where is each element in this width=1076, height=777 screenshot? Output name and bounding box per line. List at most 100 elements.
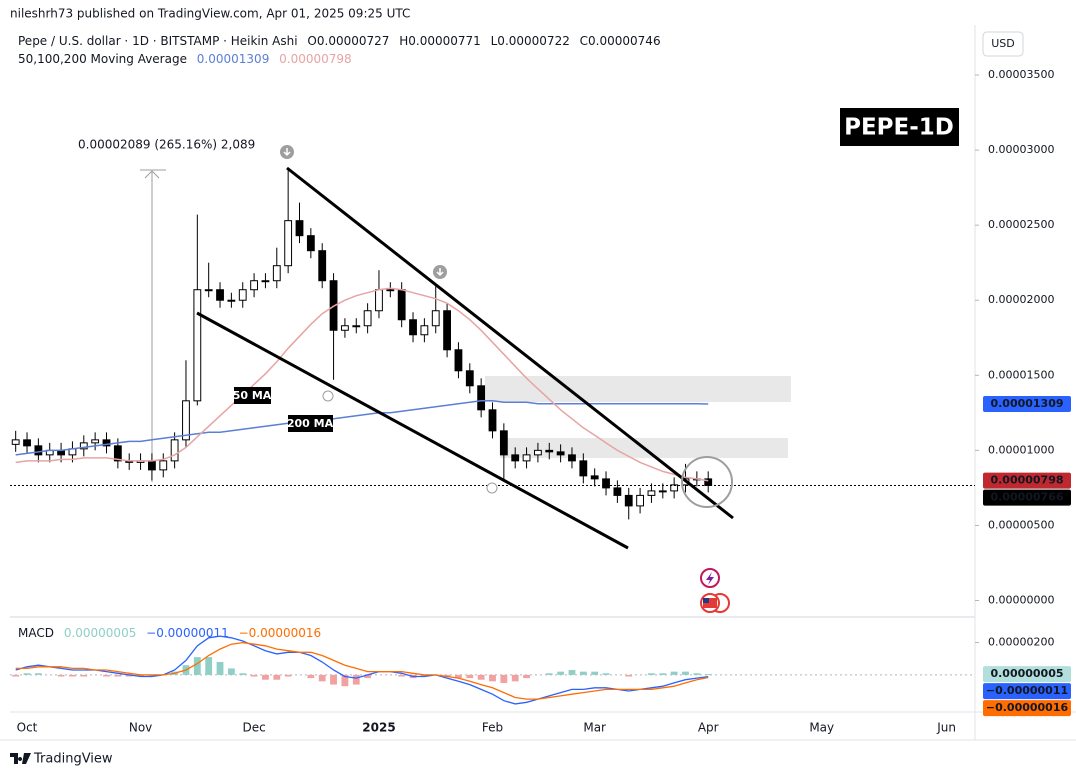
symbol-line: Pepe / U.S. dollar · 1D · BITSTAMP · Hei…: [18, 34, 661, 48]
currency-button-box[interactable]: [982, 31, 1024, 57]
y-tick-label: 0.00001000: [988, 443, 1054, 456]
price-tag: [983, 683, 1071, 700]
histogram-bar: [137, 674, 144, 677]
price-tag-label: 0.00001309: [990, 397, 1063, 410]
candle-body: [499, 430, 508, 456]
candle-body: [148, 460, 156, 471]
ohlc-low: L0.00000722: [491, 34, 570, 48]
histogram-bar: [602, 673, 610, 675]
histogram-bar: [193, 657, 201, 675]
macd-value: −0.00000016: [239, 626, 322, 640]
histogram-bar: [477, 674, 485, 680]
histogram-bar: [273, 674, 281, 680]
histogram-bar: [262, 674, 269, 680]
histogram-bar: [80, 674, 88, 677]
flag: [703, 598, 717, 608]
x-tick-label: Oct: [17, 721, 38, 735]
histogram-bar: [250, 674, 258, 677]
histogram-bar: [500, 674, 508, 683]
candle-body: [511, 454, 520, 462]
x-tick-label: 2025: [362, 721, 395, 735]
x-tick-label: May: [809, 721, 834, 735]
histogram-bar: [307, 674, 315, 679]
plot: [10, 169, 975, 705]
candle-body: [590, 475, 599, 480]
histogram-bar: [557, 671, 565, 675]
histogram-bar: [364, 674, 372, 679]
candle-body: [261, 280, 270, 283]
candle-body: [545, 449, 554, 453]
measure-label: 0.00002089 (265.16%) 2,089: [78, 138, 255, 152]
histogram-bar: [420, 674, 428, 677]
marker-arrow: [436, 268, 444, 277]
indicator-line: 50,100,200 Moving Average 0.00001309 0.0…: [18, 52, 352, 66]
moving-average: [15, 400, 709, 456]
currency-button[interactable]: USD: [982, 31, 1024, 57]
candle-body: [397, 289, 406, 321]
macd-line: [15, 641, 709, 700]
candle-body: [386, 289, 395, 292]
ohlc-open: O0.00000727: [307, 34, 389, 48]
x-tick-label: Feb: [482, 721, 503, 735]
y-tick-label: 0.00001500: [988, 368, 1054, 381]
candle-body: [23, 439, 31, 447]
price-tag: [983, 700, 1071, 717]
candle-body: [477, 385, 486, 411]
histogram-bar: [682, 671, 689, 675]
y-tick-label: 0.00002000: [988, 293, 1054, 306]
candle-body: [647, 490, 656, 496]
histogram-bar: [659, 673, 667, 675]
currency-label[interactable]: USD: [991, 37, 1015, 50]
histogram-bar: [125, 674, 133, 677]
indicator-title: 50,100,200 Moving Average: [18, 52, 187, 66]
indicator-value: 0.00001309: [197, 52, 270, 66]
histogram-bar: [511, 674, 519, 682]
histogram-bar: [523, 674, 530, 679]
candle-body: [375, 289, 383, 312]
price-tag-label: 0.00000005: [990, 667, 1063, 680]
candle-body: [352, 325, 361, 328]
candle-body: [272, 265, 281, 282]
indicator-value: 0.00000798: [279, 52, 352, 66]
publisher: nileshrh73 published on TradingView.com,…: [10, 7, 410, 21]
badge-box: [840, 108, 959, 146]
candle-body: [295, 220, 304, 237]
logo-icon: [10, 753, 31, 764]
ma-label-box: [234, 387, 271, 404]
candle-body: [159, 460, 168, 471]
candle-body: [534, 449, 542, 456]
candle-body: [306, 235, 315, 252]
trendline: [286, 166, 734, 520]
y-tick-label: 0.00000000: [988, 593, 1054, 606]
histogram-bar: [330, 674, 337, 685]
x-tick-label: Nov: [129, 721, 152, 735]
trendline: [196, 311, 629, 550]
candle-body: [488, 409, 497, 432]
candle-body: [11, 439, 20, 445]
histogram-bar: [205, 657, 213, 675]
candle-body: [613, 487, 622, 496]
marker-arrow: [283, 148, 291, 157]
measure-arrow: [144, 170, 160, 179]
histogram-bar: [69, 674, 76, 677]
candle-body: [658, 490, 667, 493]
candle-body: [454, 349, 463, 372]
candle-body: [284, 220, 293, 267]
ohlc-high: H0.00000771: [399, 34, 481, 48]
histogram-bar: [398, 674, 406, 677]
y-tick-label: 0.00000200: [988, 636, 1054, 649]
candle-body: [431, 310, 440, 327]
histogram-bar: [284, 674, 292, 677]
histogram-bar: [489, 674, 496, 682]
histogram-bar: [466, 674, 474, 679]
candle-body: [443, 310, 451, 351]
x-tick-label: Jun: [936, 721, 956, 735]
candle-body: [409, 319, 417, 336]
moving-average: [15, 287, 709, 482]
candle-body: [79, 442, 88, 450]
candle-body: [670, 484, 679, 492]
price-tag-label: 0.00000766: [990, 491, 1063, 504]
histogram-bar: [318, 674, 326, 682]
x-tick-label: Dec: [242, 721, 265, 735]
candle-body: [113, 445, 122, 462]
